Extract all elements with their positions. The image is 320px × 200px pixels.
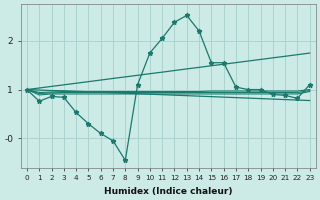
X-axis label: Humidex (Indice chaleur): Humidex (Indice chaleur) (104, 187, 233, 196)
